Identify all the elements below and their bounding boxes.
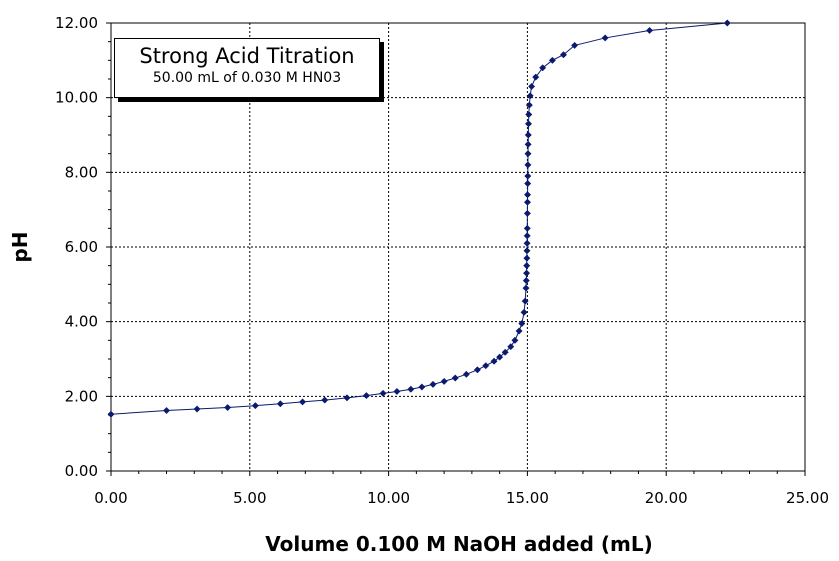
data-point xyxy=(524,172,532,180)
data-point xyxy=(522,277,530,285)
x-tick-label: 10.00 xyxy=(367,489,410,507)
data-point xyxy=(507,343,515,351)
axis-ticks: 0.00 2.00 4.00 6.00 8.00 10.00 12.00 0.00 5.00 10… xyxy=(55,14,829,507)
x-tick-label: 0.00 xyxy=(94,489,127,507)
data-point xyxy=(451,374,459,382)
data-point xyxy=(524,150,532,158)
data-point xyxy=(523,254,531,262)
y-tick-label: 10.00 xyxy=(55,89,98,107)
y-tick-label: 12.00 xyxy=(55,14,98,32)
data-point xyxy=(511,336,519,344)
data-point xyxy=(523,247,531,255)
x-tick-label: 20.00 xyxy=(645,489,688,507)
data-point xyxy=(524,120,533,128)
data-point xyxy=(523,224,531,232)
data-point xyxy=(482,362,490,370)
data-point xyxy=(523,209,531,217)
data-point xyxy=(162,406,171,415)
x-tick-label: 15.00 xyxy=(506,489,549,507)
y-tick-label: 8.00 xyxy=(65,163,98,181)
data-point xyxy=(723,19,731,27)
data-point xyxy=(525,101,533,109)
data-point xyxy=(462,370,470,378)
data-point xyxy=(523,198,532,206)
data-point xyxy=(418,383,426,391)
data-point xyxy=(548,56,556,64)
data-point xyxy=(532,73,540,81)
data-point xyxy=(645,26,654,35)
data-point xyxy=(343,394,351,402)
data-point xyxy=(440,377,448,385)
data-point xyxy=(525,110,533,119)
data-point xyxy=(521,297,529,305)
data-point xyxy=(321,396,329,404)
chart-title-box: Strong Acid Titration 50.00 mL of 0.030 … xyxy=(114,38,380,98)
data-point xyxy=(518,319,526,328)
y-tick-label: 0.00 xyxy=(65,462,98,480)
data-point xyxy=(251,402,259,410)
data-point xyxy=(276,400,284,408)
data-point xyxy=(193,405,201,413)
y-axis-title: pH xyxy=(8,231,32,262)
data-point xyxy=(524,191,532,199)
y-tick-label: 4.00 xyxy=(65,313,98,331)
data-point xyxy=(523,239,531,247)
data-point xyxy=(107,410,115,418)
data-point xyxy=(501,348,509,356)
data-point xyxy=(524,179,532,188)
data-point xyxy=(496,353,504,361)
data-point xyxy=(298,398,307,406)
data-point xyxy=(362,392,370,400)
data-point xyxy=(601,34,609,42)
data-point xyxy=(559,51,568,59)
data-point xyxy=(524,131,532,139)
y-tick-label: 6.00 xyxy=(65,238,98,256)
data-point xyxy=(524,161,532,169)
data-point xyxy=(490,357,498,365)
series-ph xyxy=(107,19,731,418)
data-point xyxy=(407,385,415,393)
x-tick-label: 25.00 xyxy=(786,489,829,507)
data-point xyxy=(393,387,401,396)
data-point xyxy=(224,403,232,412)
data-point xyxy=(524,140,532,148)
data-point xyxy=(523,269,531,277)
data-point xyxy=(528,82,536,91)
x-axis-title: Volume 0.100 M NaOH added (mL) xyxy=(265,532,652,556)
x-tick-label: 5.00 xyxy=(233,489,266,507)
data-point xyxy=(473,366,481,374)
data-point xyxy=(523,232,531,240)
chart-subtitle: 50.00 mL of 0.030 M HN03 xyxy=(152,70,342,86)
data-point xyxy=(539,64,547,72)
data-point xyxy=(522,284,530,292)
y-tick-label: 2.00 xyxy=(65,387,98,405)
data-point xyxy=(571,41,579,49)
chart-title: Strong Acid Titration xyxy=(139,44,355,68)
data-point xyxy=(379,389,387,397)
data-point xyxy=(526,92,534,100)
data-point xyxy=(520,308,528,316)
data-point xyxy=(523,262,531,270)
data-point xyxy=(429,380,437,388)
data-point xyxy=(515,327,523,335)
